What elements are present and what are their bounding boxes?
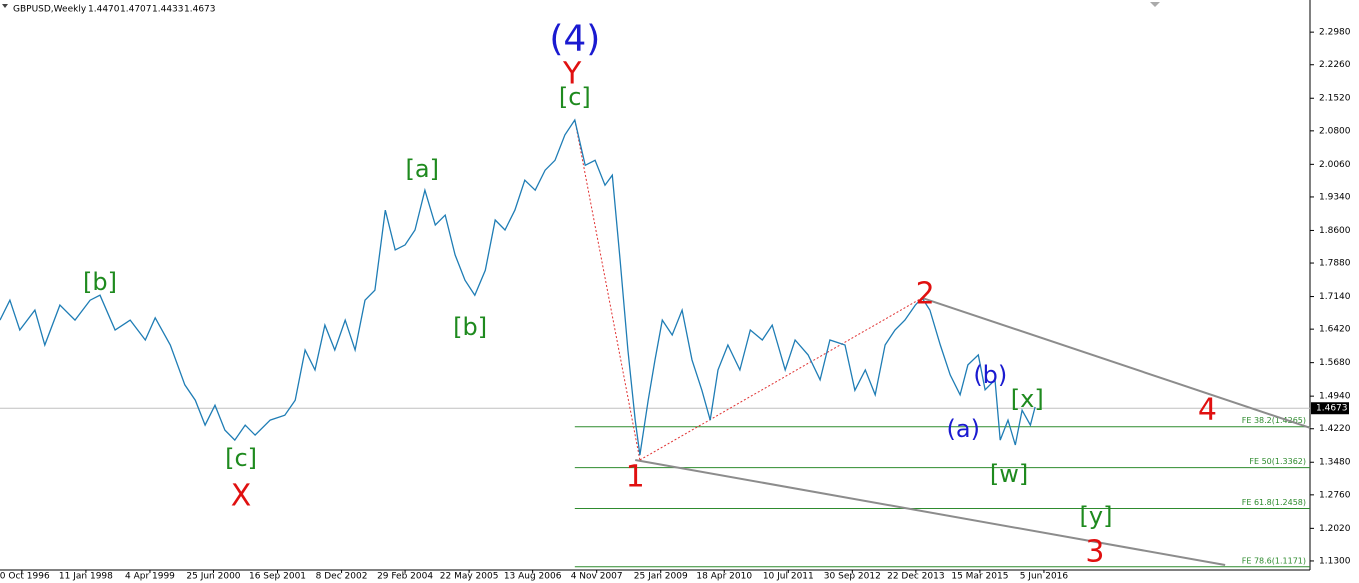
y-tick-label: 2.0060	[1319, 160, 1351, 170]
trend-line	[921, 296, 1311, 429]
wave-label: [c]	[225, 444, 257, 472]
x-tick-label: 4 Nov 2007	[571, 572, 623, 582]
ohlc-value: 1.4673	[184, 5, 216, 15]
wave-label: 4	[1198, 393, 1217, 428]
fib-label: FE 38.2(1.4265)	[1242, 416, 1306, 425]
y-tick-label: 1.5680	[1319, 358, 1351, 368]
trend-line	[574, 119, 641, 461]
wave-label: [b]	[83, 268, 117, 296]
fib-label: FE 61.8(1.2458)	[1242, 498, 1306, 507]
wave-label: 3	[1085, 534, 1104, 569]
y-tick-label: 2.2980	[1319, 28, 1351, 38]
x-tick-label: 13 Aug 2006	[504, 572, 562, 582]
x-tick-label: 5 Jun 2016	[1020, 572, 1069, 582]
x-tick-label: 22 Dec 2013	[887, 572, 945, 582]
wave-label: (a)	[947, 415, 980, 443]
x-tick-label: 20 Oct 1996	[0, 572, 50, 582]
y-tick-label: 1.1300	[1319, 556, 1351, 566]
y-tick-label: 1.3480	[1319, 458, 1351, 468]
last-price-box	[1311, 402, 1349, 415]
x-tick-label: 22 May 2005	[440, 572, 499, 582]
x-tick-label: 10 Jul 2011	[763, 572, 814, 582]
y-tick-label: 1.2760	[1319, 490, 1351, 500]
menu-icon	[2, 4, 8, 8]
x-tick-label: 15 Mar 2015	[951, 572, 1008, 582]
ohlc-value: 1.4433	[152, 5, 184, 15]
y-tick-label: 2.1520	[1319, 94, 1351, 104]
fib-label: FE 78.6(1.1171)	[1242, 556, 1306, 565]
y-tick-label: 1.6420	[1319, 325, 1351, 335]
x-tick-label: 11 Jan 1998	[59, 572, 113, 582]
x-tick-label: 18 Apr 2010	[696, 572, 752, 582]
wave-label: 1	[626, 460, 645, 495]
x-tick-label: 25 Jun 2000	[186, 572, 240, 582]
x-tick-label: 29 Feb 2004	[377, 572, 433, 582]
wave-label: [y]	[1080, 502, 1113, 530]
fib-label: FE 50(1.3362)	[1249, 457, 1306, 466]
trend-line	[635, 458, 1226, 567]
x-tick-label: 25 Jan 2009	[634, 572, 688, 582]
y-tick-label: 1.4940	[1319, 392, 1351, 402]
last-price-label: 1.4673	[1316, 404, 1348, 414]
chart-title: GBPUSD,Weekly	[13, 5, 87, 15]
ohlc: 1.4470 1.4707 1.4433 1.4673	[88, 5, 216, 15]
wave-label: [x]	[1011, 385, 1044, 413]
y-tick-label: 1.8600	[1319, 226, 1351, 236]
y-tick-label: 1.7140	[1319, 292, 1351, 302]
wave-label: [a]	[406, 155, 439, 183]
wave-label: (4)	[549, 18, 600, 59]
y-tick-label: 1.4220	[1319, 424, 1351, 434]
ohlc-value: 1.4470	[88, 5, 120, 15]
x-tick-label: 16 Sep 2001	[249, 572, 306, 582]
wave-label: (b)	[973, 361, 1007, 389]
wave-label: X	[231, 479, 252, 514]
ohlc-value: 1.4707	[120, 5, 152, 15]
y-tick-label: 1.2020	[1319, 524, 1351, 534]
wave-label: 2	[916, 277, 935, 312]
shift-marker	[1150, 2, 1160, 7]
x-tick-label: 30 Sep 2012	[824, 572, 881, 582]
x-tick-label: 4 Apr 1999	[125, 572, 175, 582]
y-tick-label: 1.7880	[1319, 259, 1351, 269]
wave-label: [c]	[559, 83, 591, 111]
y-tick-label: 2.0800	[1319, 126, 1351, 136]
y-tick-label: 2.2260	[1319, 60, 1351, 70]
wave-label: Y	[562, 57, 582, 92]
y-tick-label: 1.9340	[1319, 192, 1351, 202]
wave-label: [w]	[990, 460, 1028, 488]
x-tick-label: 8 Dec 2002	[316, 572, 368, 582]
wave-label: [b]	[453, 313, 487, 341]
price-line	[0, 118, 1036, 456]
